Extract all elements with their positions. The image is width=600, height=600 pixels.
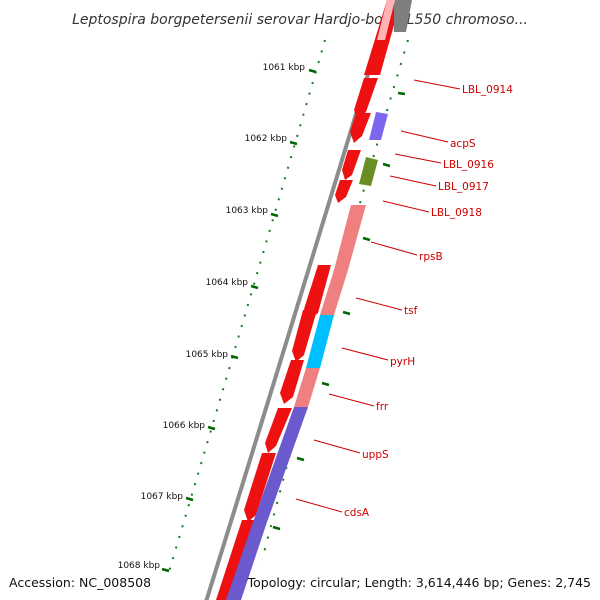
gene-label-cdsA: cdsA [344,507,370,519]
leader-cdsA [295,498,343,513]
forward-cds-8 [280,360,304,404]
gene-label-tsf: tsf [404,305,418,317]
gene-label-LBL_0916: LBL_0916 [443,159,494,171]
gene-label-frr: frr [376,401,389,413]
forward-cds-11 [216,520,256,600]
gene-bar-pyrH [306,315,334,368]
gc-mark-6 [296,456,305,462]
gc-mark-4 [342,310,351,316]
forward-cds-5 [335,180,353,203]
kbp-tick-1061 [308,68,317,74]
gc-mark-7 [272,525,281,531]
kbp-tick-1062 [289,140,298,146]
gene-bar-tsf [320,270,348,315]
forward-cds-4 [342,150,361,180]
leader-LBL_0916 [394,153,442,164]
kbp-tick-1063 [270,212,279,218]
gene-label-LBL_0917: LBL_0917 [438,181,489,193]
gene-bar-acpS [369,112,388,140]
reverse-strand-track [226,0,412,600]
leader-uppS [313,439,361,454]
gene-bar-LBL_0914 [377,0,395,40]
forward-cds-2 [354,78,378,120]
gc-mark-3 [362,236,371,242]
leader-acpS [400,130,449,143]
kbp-tick-1067 [185,496,194,502]
reverse-cds-0 [394,0,412,32]
gene-bar-cdsA [226,525,266,600]
forward-strand-track [216,0,401,600]
leader-LBL_0917 [389,175,437,187]
kbp-label-1061: 1061 kbp [263,63,306,73]
gene-label-pyrH: pyrH [390,356,415,368]
gene-label-LBL_0914: LBL_0914 [462,84,513,96]
forward-cds-7 [292,310,317,362]
forward-cds-6 [304,265,331,320]
leader-LBL_0914 [413,79,461,90]
kbp-label-1063: 1063 kbp [226,206,269,216]
kbp-tick-1064 [250,284,259,290]
gene-bar-uppS [252,407,308,525]
kbp-label-1065: 1065 kbp [186,350,229,360]
gc-mark-1 [397,91,406,96]
gc-mark-2 [382,162,391,168]
kbp-label-1068: 1068 kbp [118,561,161,571]
leader-tsf [355,297,403,311]
kbp-label-1064: 1064 kbp [206,278,249,288]
kbp-label-1067: 1067 kbp [141,492,184,502]
kbp-tick-1065 [230,354,239,360]
gene-label-acpS: acpS [450,138,476,150]
gene-label-uppS: uppS [362,449,389,461]
leader-frr [328,393,375,407]
gene-label-LBL_0918: LBL_0918 [431,207,482,219]
leader-rpsB [370,241,418,256]
leader-pyrH [341,347,389,361]
kbp-label-1062: 1062 kbp [245,134,288,144]
gc-skew-marks [272,91,406,531]
gene-bar-LBL_0917 [359,157,378,186]
kbp-tick-1068 [161,567,170,573]
kbp-tick-1066 [207,425,216,431]
gc-mark-5 [321,381,330,387]
leader-LBL_0918 [382,200,430,213]
kbp-label-1066: 1066 kbp [163,421,206,431]
forward-cds-10 [244,453,276,522]
topology-label: Topology: circular; Length: 3,614,446 bp… [247,575,591,590]
gene-labels: LBL_0914 acpS LBL_0916 LBL_0917 LBL_0918… [295,79,513,519]
gene-label-rpsB: rpsB [419,251,443,263]
kbp-scale-track [167,39,326,576]
gene-bar-rpsB [334,205,366,270]
forward-cds-9 [265,408,292,453]
accession-label: Accession: NC_008508 [9,575,151,590]
kbp-ticks: 1061 kbp 1062 kbp 1063 kbp 1064 kbp 1065… [118,63,317,573]
forward-cds-3 [350,113,371,143]
map-title: Leptospira borgpetersenii serovar Hardjo… [72,12,528,28]
gene-bar-frr [294,368,320,407]
